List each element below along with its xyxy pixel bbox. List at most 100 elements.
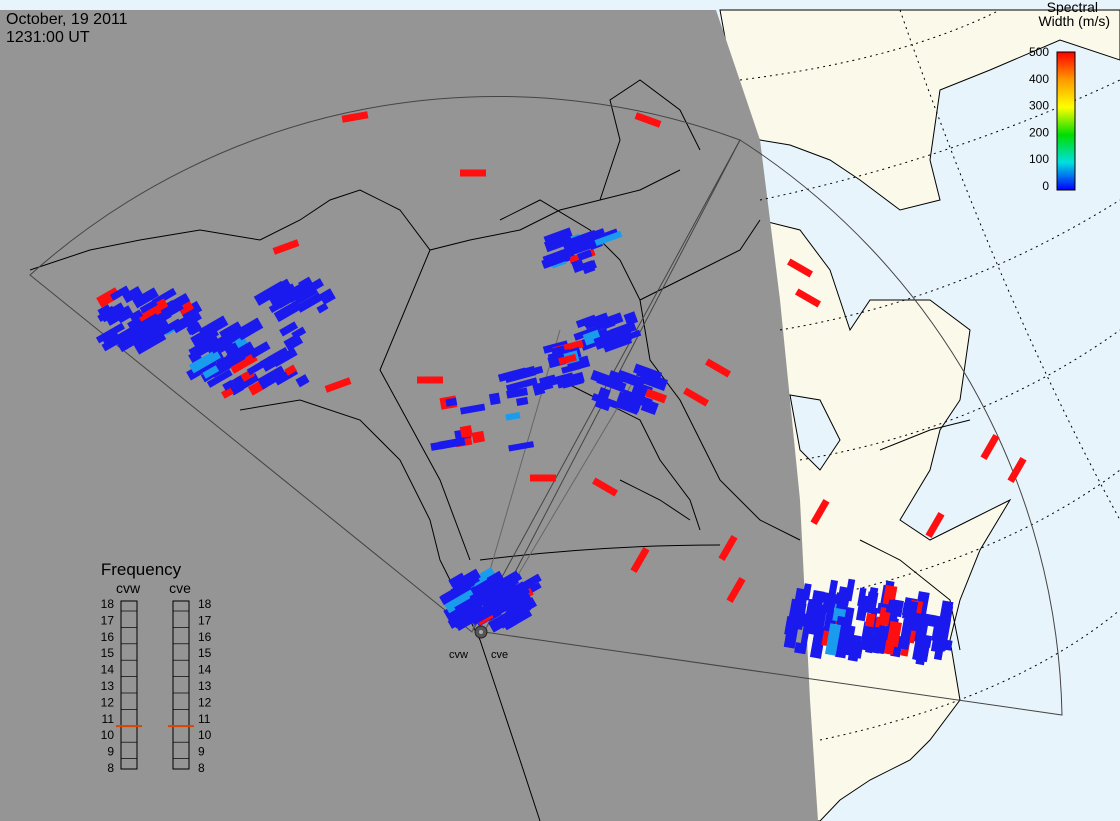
- colorbar-tick-label: 200: [1029, 125, 1049, 139]
- echo-cell: [198, 315, 229, 339]
- echo-cell: [444, 589, 476, 614]
- echo-cell: [505, 412, 521, 421]
- radar-label-cvw: cvw: [449, 649, 468, 661]
- echo-cell: [95, 322, 126, 344]
- radar-label-cve: cve: [491, 649, 508, 661]
- echo-cell: [824, 623, 842, 656]
- echo-cell: [634, 112, 662, 128]
- echo-cell: [179, 300, 203, 321]
- freq-scale-cve: [172, 600, 190, 770]
- echo-cell: [516, 396, 529, 406]
- colorbar-tick-label: 300: [1029, 99, 1049, 113]
- freq-tick-label-right: 15: [198, 646, 212, 660]
- echo-cell: [836, 593, 850, 607]
- echo-cell: [561, 362, 582, 374]
- freq-tick-label-right: 9: [198, 745, 205, 759]
- freq-tick-label-left: 18: [101, 597, 115, 611]
- echo-cell: [886, 620, 903, 648]
- echo-cell: [793, 587, 808, 608]
- echo-cell: [296, 292, 323, 313]
- echo-cell: [294, 278, 324, 300]
- echo-cell: [506, 387, 529, 399]
- echo-cell: [864, 612, 876, 628]
- echo-cell: [810, 498, 830, 526]
- echo-cell: [980, 433, 1000, 461]
- echo-cell: [267, 349, 286, 366]
- freq-tick-label-left: 8: [107, 761, 114, 775]
- echo-cell: [805, 602, 817, 618]
- freq-radar-label-cvw: cvw: [116, 580, 141, 596]
- echo-cell: [508, 441, 535, 452]
- echo-cell: [783, 621, 800, 649]
- frequency-panel: Frequency cvw cve 18 18 17 17 16 16 15 15 14 14 13…: [101, 560, 212, 775]
- colorbar-tick-label: 100: [1029, 152, 1049, 166]
- echo-cell: [235, 317, 264, 341]
- echo-cell: [532, 382, 546, 396]
- echo-cell: [943, 605, 954, 624]
- echo-cell: [597, 386, 611, 401]
- echo-cell: [573, 325, 600, 341]
- echo-cell: [811, 603, 828, 630]
- echo-cell: [438, 437, 466, 450]
- freq-scale-cvw: [120, 600, 138, 770]
- echo-cell: [295, 374, 310, 388]
- echo-cell: [273, 300, 302, 323]
- echo-cell: [222, 379, 235, 391]
- echo-cell: [682, 387, 710, 407]
- echo-cell: [118, 331, 147, 353]
- echo-cell: [886, 604, 900, 626]
- echo-cell: [636, 366, 650, 380]
- echo-cell: [508, 573, 523, 585]
- echo-cell: [216, 348, 246, 373]
- echo-cell: [454, 596, 479, 618]
- echo-cell: [188, 350, 202, 364]
- echo-cell: [469, 584, 495, 603]
- echo-cell: [530, 474, 556, 482]
- echo-cell: [503, 582, 530, 604]
- echo-cell: [1007, 456, 1027, 484]
- colorbar-gradient: [1056, 51, 1076, 191]
- echo-cell: [439, 582, 470, 606]
- freq-tick-label-left: 11: [102, 712, 115, 726]
- echo-cell: [488, 392, 501, 406]
- echo-cell: [417, 376, 443, 384]
- echo-cell: [644, 388, 667, 404]
- echo-cell: [109, 285, 130, 301]
- echo-cell: [497, 367, 527, 382]
- freq-tick-label-right: 13: [198, 679, 212, 693]
- echo-cell: [99, 305, 118, 323]
- echo-cell: [284, 364, 297, 376]
- echo-cell: [630, 546, 650, 574]
- echo-cell: [518, 603, 532, 615]
- echo-cell: [933, 619, 950, 652]
- echo-cell: [592, 312, 624, 332]
- freq-tick-label-right: 16: [198, 630, 212, 644]
- echo-cell: [594, 230, 623, 246]
- echo-cell: [324, 377, 352, 393]
- echo-cell: [821, 591, 835, 605]
- echo-cell: [494, 599, 508, 612]
- echo-cell: [268, 300, 284, 313]
- echo-cell: [582, 316, 595, 328]
- echo-cell: [132, 287, 159, 309]
- echo-cell: [726, 576, 746, 604]
- echo-cell: [481, 605, 500, 619]
- freq-tick-label-left: 13: [101, 679, 115, 693]
- echo-cell: [624, 398, 642, 413]
- echo-cell: [459, 403, 486, 415]
- echo-cell: [855, 594, 870, 622]
- echo-cell: [874, 625, 889, 655]
- echo-cell: [576, 233, 599, 249]
- echo-cell: [206, 369, 233, 388]
- echo-cell: [704, 358, 732, 378]
- echo-cell: [140, 317, 169, 339]
- echo-cell: [577, 249, 593, 261]
- freq-tick-label-left: 14: [101, 663, 115, 677]
- echo-cell: [113, 321, 146, 347]
- echo-cell: [318, 288, 336, 305]
- echo-cell: [283, 333, 304, 351]
- echo-cell: [151, 308, 167, 322]
- colorbar-title-line1: Spectral: [1047, 0, 1098, 15]
- day-land: [719, 9, 1120, 821]
